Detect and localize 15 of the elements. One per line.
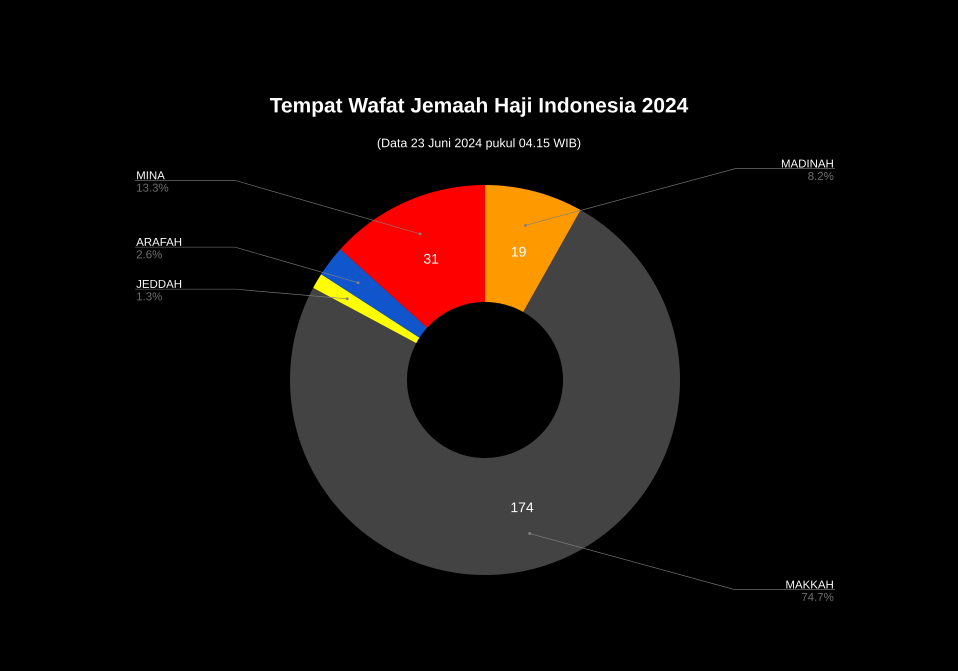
slice-label: MAKKAH bbox=[786, 580, 833, 589]
data-label: 174 bbox=[511, 502, 534, 512]
chart-title: Tempat Wafat Jemaah Haji Indonesia 2024 bbox=[270, 97, 688, 117]
text: 13.3% bbox=[137, 184, 168, 192]
slice-label: MADINAH bbox=[782, 160, 833, 168]
slice-label: JEDDAH bbox=[136, 280, 182, 288]
text: 74.7% bbox=[802, 592, 834, 601]
text: 1.3% bbox=[137, 292, 162, 300]
text: 2.6% bbox=[136, 250, 162, 258]
data-label: 31 bbox=[424, 254, 438, 264]
data-label: 19 bbox=[512, 246, 526, 257]
chart-subtitle: (Data 23 Juni 2024 pukul 04.15 WIB) bbox=[378, 138, 580, 150]
text: 8.2% bbox=[808, 172, 834, 180]
slice-label: ARAFAH bbox=[136, 238, 182, 246]
slice-label: MINA bbox=[137, 171, 165, 180]
